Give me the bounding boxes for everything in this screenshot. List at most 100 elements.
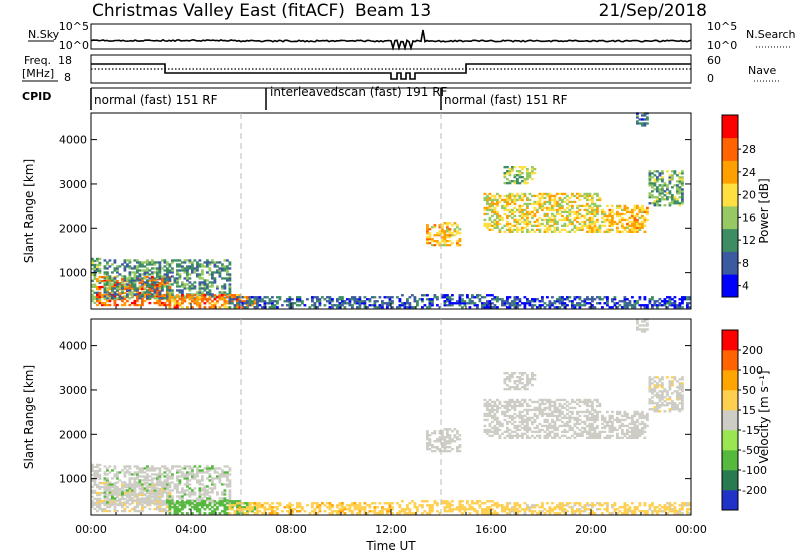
power-echo-cell	[358, 302, 362, 305]
velocity-echo-cell	[426, 430, 429, 433]
power-echo-cell	[566, 210, 569, 214]
power-echo-cell	[526, 176, 529, 179]
velocity-echo-cell	[553, 506, 557, 509]
velocity-echo-cell	[153, 499, 157, 502]
power-echo-cell	[358, 304, 362, 307]
power-echo-cell	[506, 220, 509, 224]
velocity-echo-cell	[626, 504, 629, 507]
power-echo-cell	[213, 306, 217, 309]
power-echo-cell	[123, 259, 127, 262]
velocity-echo-cell	[228, 469, 232, 472]
power-echo-cell	[448, 228, 452, 231]
power-echo-cell	[166, 287, 169, 290]
power-colorbar-swatch	[722, 115, 738, 139]
power-echo-cell	[111, 277, 114, 280]
power-echo-cell	[593, 222, 597, 226]
velocity-echo-cell	[443, 506, 447, 509]
velocity-echo-cell	[288, 510, 292, 513]
velocity-echo-cell	[508, 376, 512, 379]
power-echo-cell	[176, 281, 179, 284]
power-echo-cell	[138, 287, 142, 291]
power-echo-cell	[398, 306, 402, 309]
velocity-echo-cell	[103, 477, 107, 480]
power-echo-cell	[526, 214, 529, 218]
power-echo-cell	[456, 232, 459, 235]
power-echo-cell	[488, 216, 492, 220]
velocity-echo-cell	[118, 503, 122, 506]
power-echo-cell	[148, 285, 152, 288]
power-echo-cell	[358, 296, 362, 299]
velocity-echo-cell	[643, 512, 647, 515]
velocity-echo-cell	[226, 465, 229, 468]
velocity-echo-cell	[566, 424, 569, 428]
power-echo-cell	[458, 244, 462, 247]
power-echo-cell	[493, 202, 497, 206]
velocity-echo-cell	[658, 510, 662, 513]
velocity-echo-cell	[193, 475, 197, 478]
velocity-echo-cell	[438, 438, 442, 441]
velocity-echo-cell	[523, 512, 527, 515]
velocity-echo-cell	[101, 509, 104, 513]
power-echo-cell	[91, 267, 94, 271]
velocity-echo-cell	[588, 410, 592, 414]
velocity-echo-cell	[188, 473, 192, 476]
velocity-echo-cell	[526, 430, 529, 433]
velocity-echo-cell	[238, 508, 242, 511]
power-echo-cell	[511, 170, 514, 173]
power-echo-cell	[396, 296, 399, 299]
velocity-echo-cell	[608, 512, 612, 515]
velocity-echo-cell	[263, 510, 267, 513]
velocity-echo-cell	[101, 486, 104, 489]
power-echo-cell	[328, 300, 332, 303]
power-echo-cell	[568, 296, 572, 299]
power-echo-cell	[636, 122, 639, 125]
velocity-echo-cell	[486, 430, 489, 433]
velocity-echo-cell	[448, 436, 452, 439]
power-echo-cell	[606, 216, 609, 220]
power-echo-cell	[538, 230, 542, 233]
power-echo-cell	[316, 306, 319, 309]
velocity-echo-cell	[508, 374, 512, 377]
velocity-echo-cell	[583, 506, 587, 509]
velocity-echo-cell	[568, 410, 572, 414]
velocity-echo-cell	[408, 512, 412, 515]
velocity-echo-cell	[568, 428, 572, 432]
power-echo-cell	[528, 212, 532, 216]
velocity-echo-cell	[541, 398, 544, 402]
velocity-echo-cell	[521, 414, 524, 418]
velocity-echo-cell	[678, 512, 682, 515]
velocity-echo-cell	[526, 384, 529, 387]
power-echo-cell	[186, 267, 189, 270]
power-echo-cell	[621, 224, 624, 227]
velocity-echo-cell	[223, 500, 227, 503]
power-echo-cell	[203, 287, 207, 290]
velocity-echo-cell	[146, 475, 149, 478]
velocity-echo-cell	[168, 482, 172, 485]
power-echo-cell	[521, 176, 524, 179]
velocity-echo-cell	[218, 497, 222, 500]
power-echo-cell	[496, 212, 499, 216]
velocity-echo-cell	[528, 418, 532, 422]
power-echo-cell	[131, 283, 134, 286]
velocity-echo-cell	[336, 506, 339, 509]
power-echo-cell	[503, 304, 507, 307]
power-echo-cell	[121, 295, 124, 299]
power-echo-cell	[573, 298, 577, 301]
power-echo-cell	[133, 267, 137, 270]
velocity-echo-cell	[443, 438, 447, 441]
power-echo-cell	[678, 196, 682, 199]
velocity-echo-cell	[196, 475, 199, 478]
power-echo-cell	[156, 283, 159, 287]
power-echo-cell	[521, 220, 524, 224]
power-echo-cell	[208, 281, 212, 284]
velocity-echo-cell	[216, 491, 219, 494]
power-echo-cell	[551, 302, 554, 305]
velocity-echo-cell	[121, 469, 124, 472]
power-echo-cell	[113, 276, 117, 279]
velocity-echo-cell	[98, 493, 102, 497]
power-echo-cell	[601, 208, 604, 212]
power-echo-cell	[128, 271, 132, 274]
power-echo-cell	[238, 298, 242, 301]
power-echo-cell	[513, 210, 517, 214]
velocity-echo-cell	[103, 493, 107, 496]
